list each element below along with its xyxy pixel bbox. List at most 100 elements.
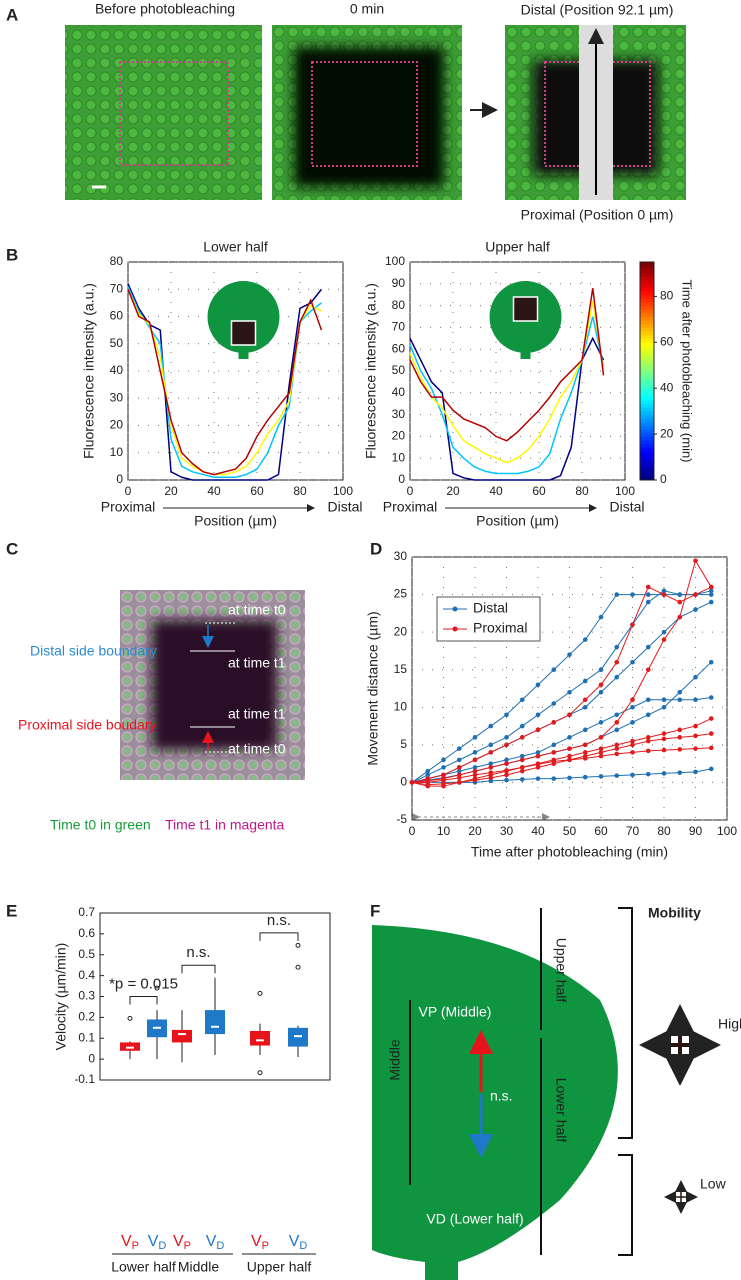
- point: [551, 720, 557, 725]
- x-tick-label: 90: [689, 824, 703, 838]
- colorbar-cell: [640, 421, 654, 426]
- point: [456, 746, 462, 751]
- colorbar-cell: [640, 374, 654, 379]
- point: [535, 776, 541, 781]
- micrograph: [120, 590, 305, 780]
- point: [708, 766, 714, 772]
- symbol: V: [121, 1233, 132, 1250]
- colorbar-frame: [639, 261, 655, 481]
- point: [708, 599, 714, 605]
- point: [488, 765, 494, 770]
- colorbar-cell: [640, 407, 654, 412]
- label: n.s.: [490, 1088, 513, 1104]
- trajectory: [411, 733, 712, 786]
- mobility-icon: [639, 1004, 721, 1086]
- inset-stem: [238, 349, 249, 359]
- point: [693, 674, 698, 680]
- group-label: Middle: [178, 1259, 219, 1275]
- colorbar-cell: [640, 272, 654, 278]
- colorbar-cell: [640, 338, 654, 343]
- panel-label: E: [6, 901, 17, 920]
- label: at time t0: [228, 602, 286, 618]
- colorbar-cell: [640, 349, 654, 354]
- colorbar-cell: [640, 305, 654, 310]
- point: [677, 689, 683, 695]
- colorbar-cell: [640, 469, 654, 474]
- point: [535, 727, 541, 733]
- box-label: VD: [289, 1233, 308, 1252]
- point: [661, 736, 667, 742]
- point: [708, 584, 714, 590]
- x-tick-label: 60: [594, 824, 608, 838]
- label: Low: [700, 1176, 727, 1192]
- point: [551, 667, 557, 673]
- region-label: Upper half: [553, 938, 569, 1003]
- micrograph: [272, 25, 462, 200]
- y-axis-label: Movement distance (µm): [365, 611, 381, 765]
- colorbar-cell: [640, 283, 654, 288]
- y-tick-label: 0.2: [78, 1010, 95, 1024]
- point: [645, 644, 651, 650]
- point: [504, 772, 509, 778]
- profile-line: [127, 283, 323, 481]
- label: Proximal side boudary: [18, 717, 157, 733]
- point: [630, 738, 635, 744]
- box: [250, 1030, 270, 1046]
- y-tick-label: 0.5: [78, 947, 95, 961]
- point: [567, 689, 572, 695]
- colorbar-cell: [640, 425, 654, 430]
- point: [582, 742, 588, 748]
- outlier: [257, 990, 263, 996]
- point: [693, 733, 698, 739]
- y-axis-label: Fluorescence intensity (a.u.): [363, 283, 379, 459]
- box-label: VD: [206, 1233, 225, 1252]
- colorbar-cell: [640, 465, 654, 470]
- colorbar-cell: [640, 400, 654, 405]
- label: Mobility: [648, 905, 701, 921]
- point: [661, 629, 667, 635]
- bracket: [618, 907, 633, 1139]
- point: [567, 775, 572, 781]
- trajectory: [411, 594, 712, 783]
- colorbar-cell: [640, 389, 654, 394]
- point: [614, 742, 620, 748]
- point: [504, 761, 509, 766]
- subscript: D: [299, 1240, 307, 1252]
- point: [488, 770, 494, 775]
- box: [172, 1029, 192, 1043]
- legend-swatch: [452, 606, 458, 612]
- caption: Distal (Position 92.1 µm): [521, 2, 674, 18]
- y-axis-label: Fluorescence intensity (a.u.): [81, 283, 97, 459]
- colorbar-cell: [640, 291, 654, 296]
- y-tick-label: 15: [394, 662, 408, 676]
- point: [456, 768, 462, 774]
- point: [693, 769, 698, 775]
- colorbar-cell: [640, 461, 654, 466]
- point: [677, 747, 683, 752]
- x-tick-label: 60: [250, 484, 264, 498]
- legend-box: [436, 596, 541, 642]
- y-tick-label: 0.3: [78, 989, 95, 1003]
- point: [708, 695, 714, 700]
- y-tick-label: 10: [394, 699, 408, 713]
- point: [519, 757, 525, 763]
- point: [645, 771, 651, 777]
- point: [582, 697, 588, 703]
- panel-label: F: [370, 901, 380, 920]
- organ: [372, 925, 618, 1280]
- point: [441, 765, 446, 770]
- colorbar-cell: [640, 352, 654, 357]
- point: [535, 682, 541, 688]
- point: [567, 652, 572, 657]
- point: [677, 599, 683, 605]
- box: [288, 1027, 308, 1047]
- colorbar-cell: [640, 385, 654, 390]
- x-tick-label: 0: [125, 484, 132, 498]
- point: [519, 697, 525, 703]
- region-label: Middle: [387, 1039, 403, 1080]
- trajectory: [411, 586, 712, 783]
- colorbar-cell: [640, 450, 654, 456]
- y-tick-label: 0.4: [78, 968, 95, 982]
- colorbar-tick-label: 0: [660, 472, 667, 486]
- x-tick-label: 80: [657, 824, 671, 838]
